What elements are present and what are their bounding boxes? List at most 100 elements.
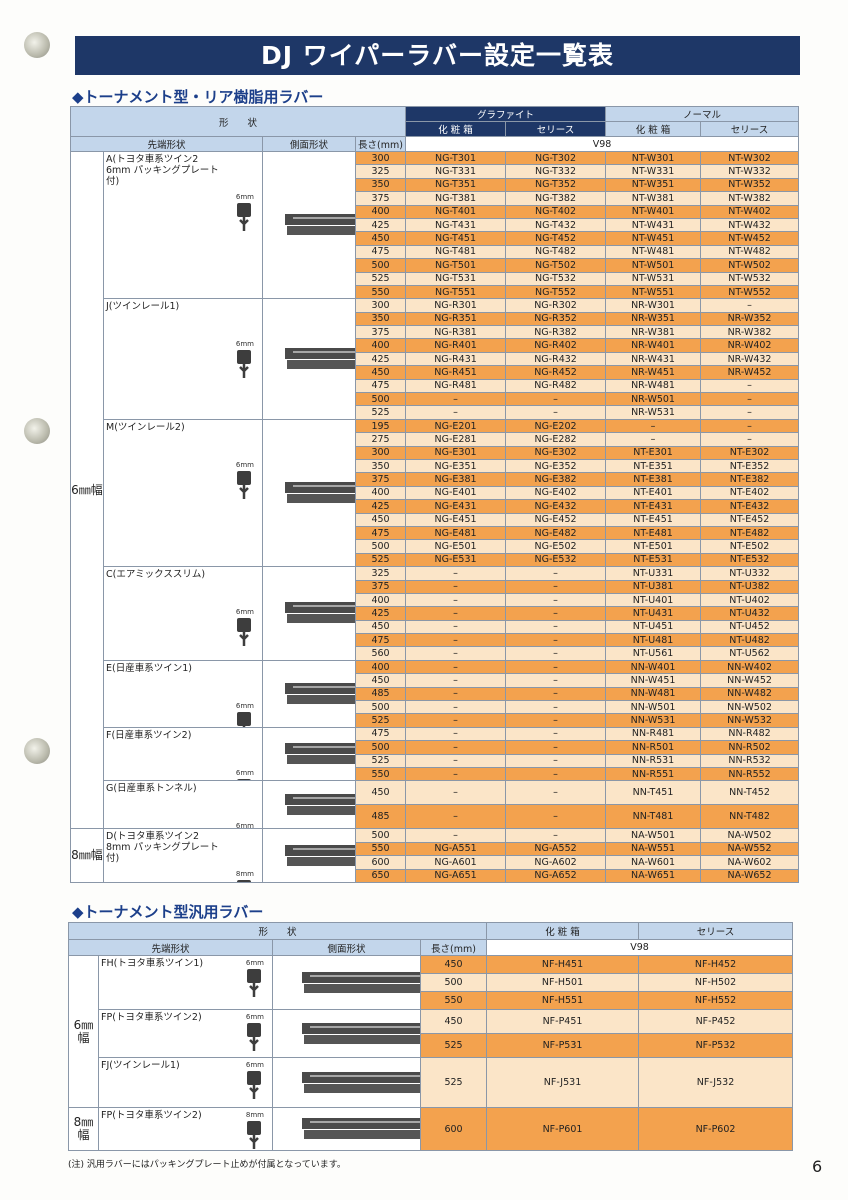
length-cell: 450 <box>354 780 407 806</box>
part-number-cell: NN-T452 <box>700 780 800 806</box>
part-number-cell: – <box>505 686 607 702</box>
part-number-cell: – <box>505 780 607 806</box>
part-number-cell: NG-T551 <box>405 284 507 300</box>
table-row: 500– – NN-R501 NN-R502 <box>71 740 800 755</box>
side-profile-image <box>283 600 355 629</box>
part-number-cell: NN-W501 <box>605 700 702 715</box>
part-number-cell: – <box>505 804 607 830</box>
part-number-cell: – <box>605 432 702 447</box>
side-profile-cell <box>262 659 356 728</box>
table-row: FP(トヨタ車系ツイン2) 6mm 450 NF-P451 NF-P452 <box>69 1009 794 1058</box>
part-number-cell: NG-T451 <box>405 231 507 246</box>
part-number-cell: NA-W502 <box>700 828 800 843</box>
table-row: 550– – NN-R551 NN-R552 <box>71 766 800 782</box>
header-normal-serries: セリース <box>700 121 800 137</box>
part-number-cell: – <box>505 700 607 715</box>
part-number-cell: NG-A602 <box>505 855 607 870</box>
part-number-cell: NT-W401 <box>605 204 702 219</box>
part-number-cell: NT-W481 <box>605 244 702 260</box>
part-number-cell: – <box>505 633 607 648</box>
tip-width-label: 6mm <box>235 340 254 349</box>
table-row: 8㎜幅 FP(トヨタ車系ツイン2) 8mm 600 NF-P601 NF-P602 <box>68 1107 794 1151</box>
part-number-cell: – <box>505 646 607 661</box>
part-number-cell: NG-T381 <box>405 191 507 206</box>
part-number-cell: NF-P452 <box>638 1009 794 1034</box>
length-cell: 375 <box>354 579 407 594</box>
part-number-cell: NT-W451 <box>605 231 702 246</box>
part-number-cell: – <box>405 659 507 675</box>
part-number-cell: – <box>505 766 607 782</box>
side-profile-image <box>283 741 355 770</box>
part-number-cell: NT-U431 <box>605 606 702 621</box>
length-cell: 500 <box>354 539 407 554</box>
part-number-cell: NG-E352 <box>505 458 607 474</box>
header-v98: V98 <box>486 939 794 956</box>
side-profile-cell <box>262 828 356 883</box>
part-number-cell: NT-E451 <box>605 512 702 527</box>
length-cell: 450 <box>419 955 488 974</box>
length-cell: 600 <box>354 855 407 870</box>
part-number-cell: NG-R402 <box>505 338 607 353</box>
part-number-cell: – <box>405 633 507 648</box>
length-cell: 325 <box>354 164 407 179</box>
part-number-cell: NG-T501 <box>405 258 507 273</box>
tip-shape-cell: G(日産車系トンネル) 6mm <box>103 780 263 830</box>
table-row: 485– – NN-W481 NN-W482 <box>71 686 800 702</box>
header-serries: セリース <box>638 922 794 940</box>
part-number-cell: NN-W402 <box>700 659 800 675</box>
table-row: 550 NG-T551 NG-T552 NT-W551 NT-W552 <box>71 284 800 300</box>
tip-shape-name: FP(トヨタ車系ツイン2) <box>101 1110 202 1121</box>
part-number-cell: NG-E282 <box>505 432 607 447</box>
part-number-cell: NN-R531 <box>605 753 702 768</box>
part-number-cell: NT-W431 <box>605 217 702 233</box>
part-number-cell: NG-E452 <box>505 512 607 527</box>
part-number-cell: NG-R351 <box>405 311 507 327</box>
part-number-cell: NG-R302 <box>505 298 607 313</box>
part-number-cell: NG-T452 <box>505 231 607 246</box>
part-number-cell: NG-A552 <box>505 841 607 857</box>
part-number-cell: NT-W551 <box>605 284 702 300</box>
table-row: 525– – NR-W531– <box>71 405 800 420</box>
part-number-cell: NN-W531 <box>605 713 702 728</box>
table-row: 6㎜幅 A(トヨタ車系ツイン2 6mm パッキングプレート付) 6mm 300 NG-T… <box>70 150 800 830</box>
part-number-cell: NG-E481 <box>405 525 507 541</box>
tip-shape-cell: D(トヨタ車系ツイン2 8mm パッキングプレート付) 8mm <box>103 828 263 883</box>
rear-resin-rubber-table: 形 状 グラファイト ノーマル 化 粧 箱 セリース 化 粧 箱 セリース 先端… <box>69 106 800 883</box>
table-row: 560– – NT-U561 NT-U562 <box>71 646 800 661</box>
part-number-cell: – <box>405 606 507 621</box>
part-number-cell: NT-U452 <box>700 619 800 635</box>
part-number-cell: NN-R501 <box>605 740 702 755</box>
side-profile-cell <box>272 1009 421 1058</box>
part-number-cell: NT-W532 <box>700 271 800 286</box>
part-number-cell: NT-E452 <box>700 512 800 527</box>
part-number-cell: NG-E502 <box>505 539 607 554</box>
header-v98: V98 <box>405 136 800 152</box>
part-number-cell: NG-R352 <box>505 311 607 327</box>
part-number-cell: NG-R452 <box>505 365 607 380</box>
length-cell: 500 <box>354 258 407 273</box>
width-group-label: 6㎜幅 <box>68 955 99 1108</box>
table-row: 550 NG-A551 NG-A552 NA-W551 NA-W552 <box>71 841 800 857</box>
part-number-cell: NN-W481 <box>605 686 702 702</box>
part-number-cell: NT-E432 <box>700 499 800 514</box>
part-number-cell: – <box>405 619 507 635</box>
tip-shape-name: C(エアミックススリム) <box>106 569 206 581</box>
part-number-cell: NG-A652 <box>505 868 607 883</box>
part-number-cell: NG-E451 <box>405 512 507 527</box>
tip-width-label: 8mm <box>235 870 254 879</box>
part-number-cell: NG-R432 <box>505 351 607 367</box>
part-number-cell: NT-E301 <box>605 445 702 460</box>
part-number-cell: – <box>405 592 507 608</box>
table-row: 400 NG-T401 NG-T402 NT-W401 NT-W402 <box>71 204 800 219</box>
part-number-cell: NT-E401 <box>605 485 702 501</box>
part-number-cell: NT-W381 <box>605 191 702 206</box>
tip-cross-section-icon <box>246 1070 262 1103</box>
length-cell: 525 <box>354 405 407 420</box>
part-number-cell: NA-W552 <box>700 841 800 857</box>
part-number-cell: NT-E381 <box>605 472 702 487</box>
tip-shape-cell: FP(トヨタ車系ツイン2) 6mm <box>98 1009 273 1058</box>
length-cell: 350 <box>354 311 407 327</box>
part-number-cell: NG-A651 <box>405 868 507 883</box>
part-number-cell: NG-T532 <box>505 271 607 286</box>
